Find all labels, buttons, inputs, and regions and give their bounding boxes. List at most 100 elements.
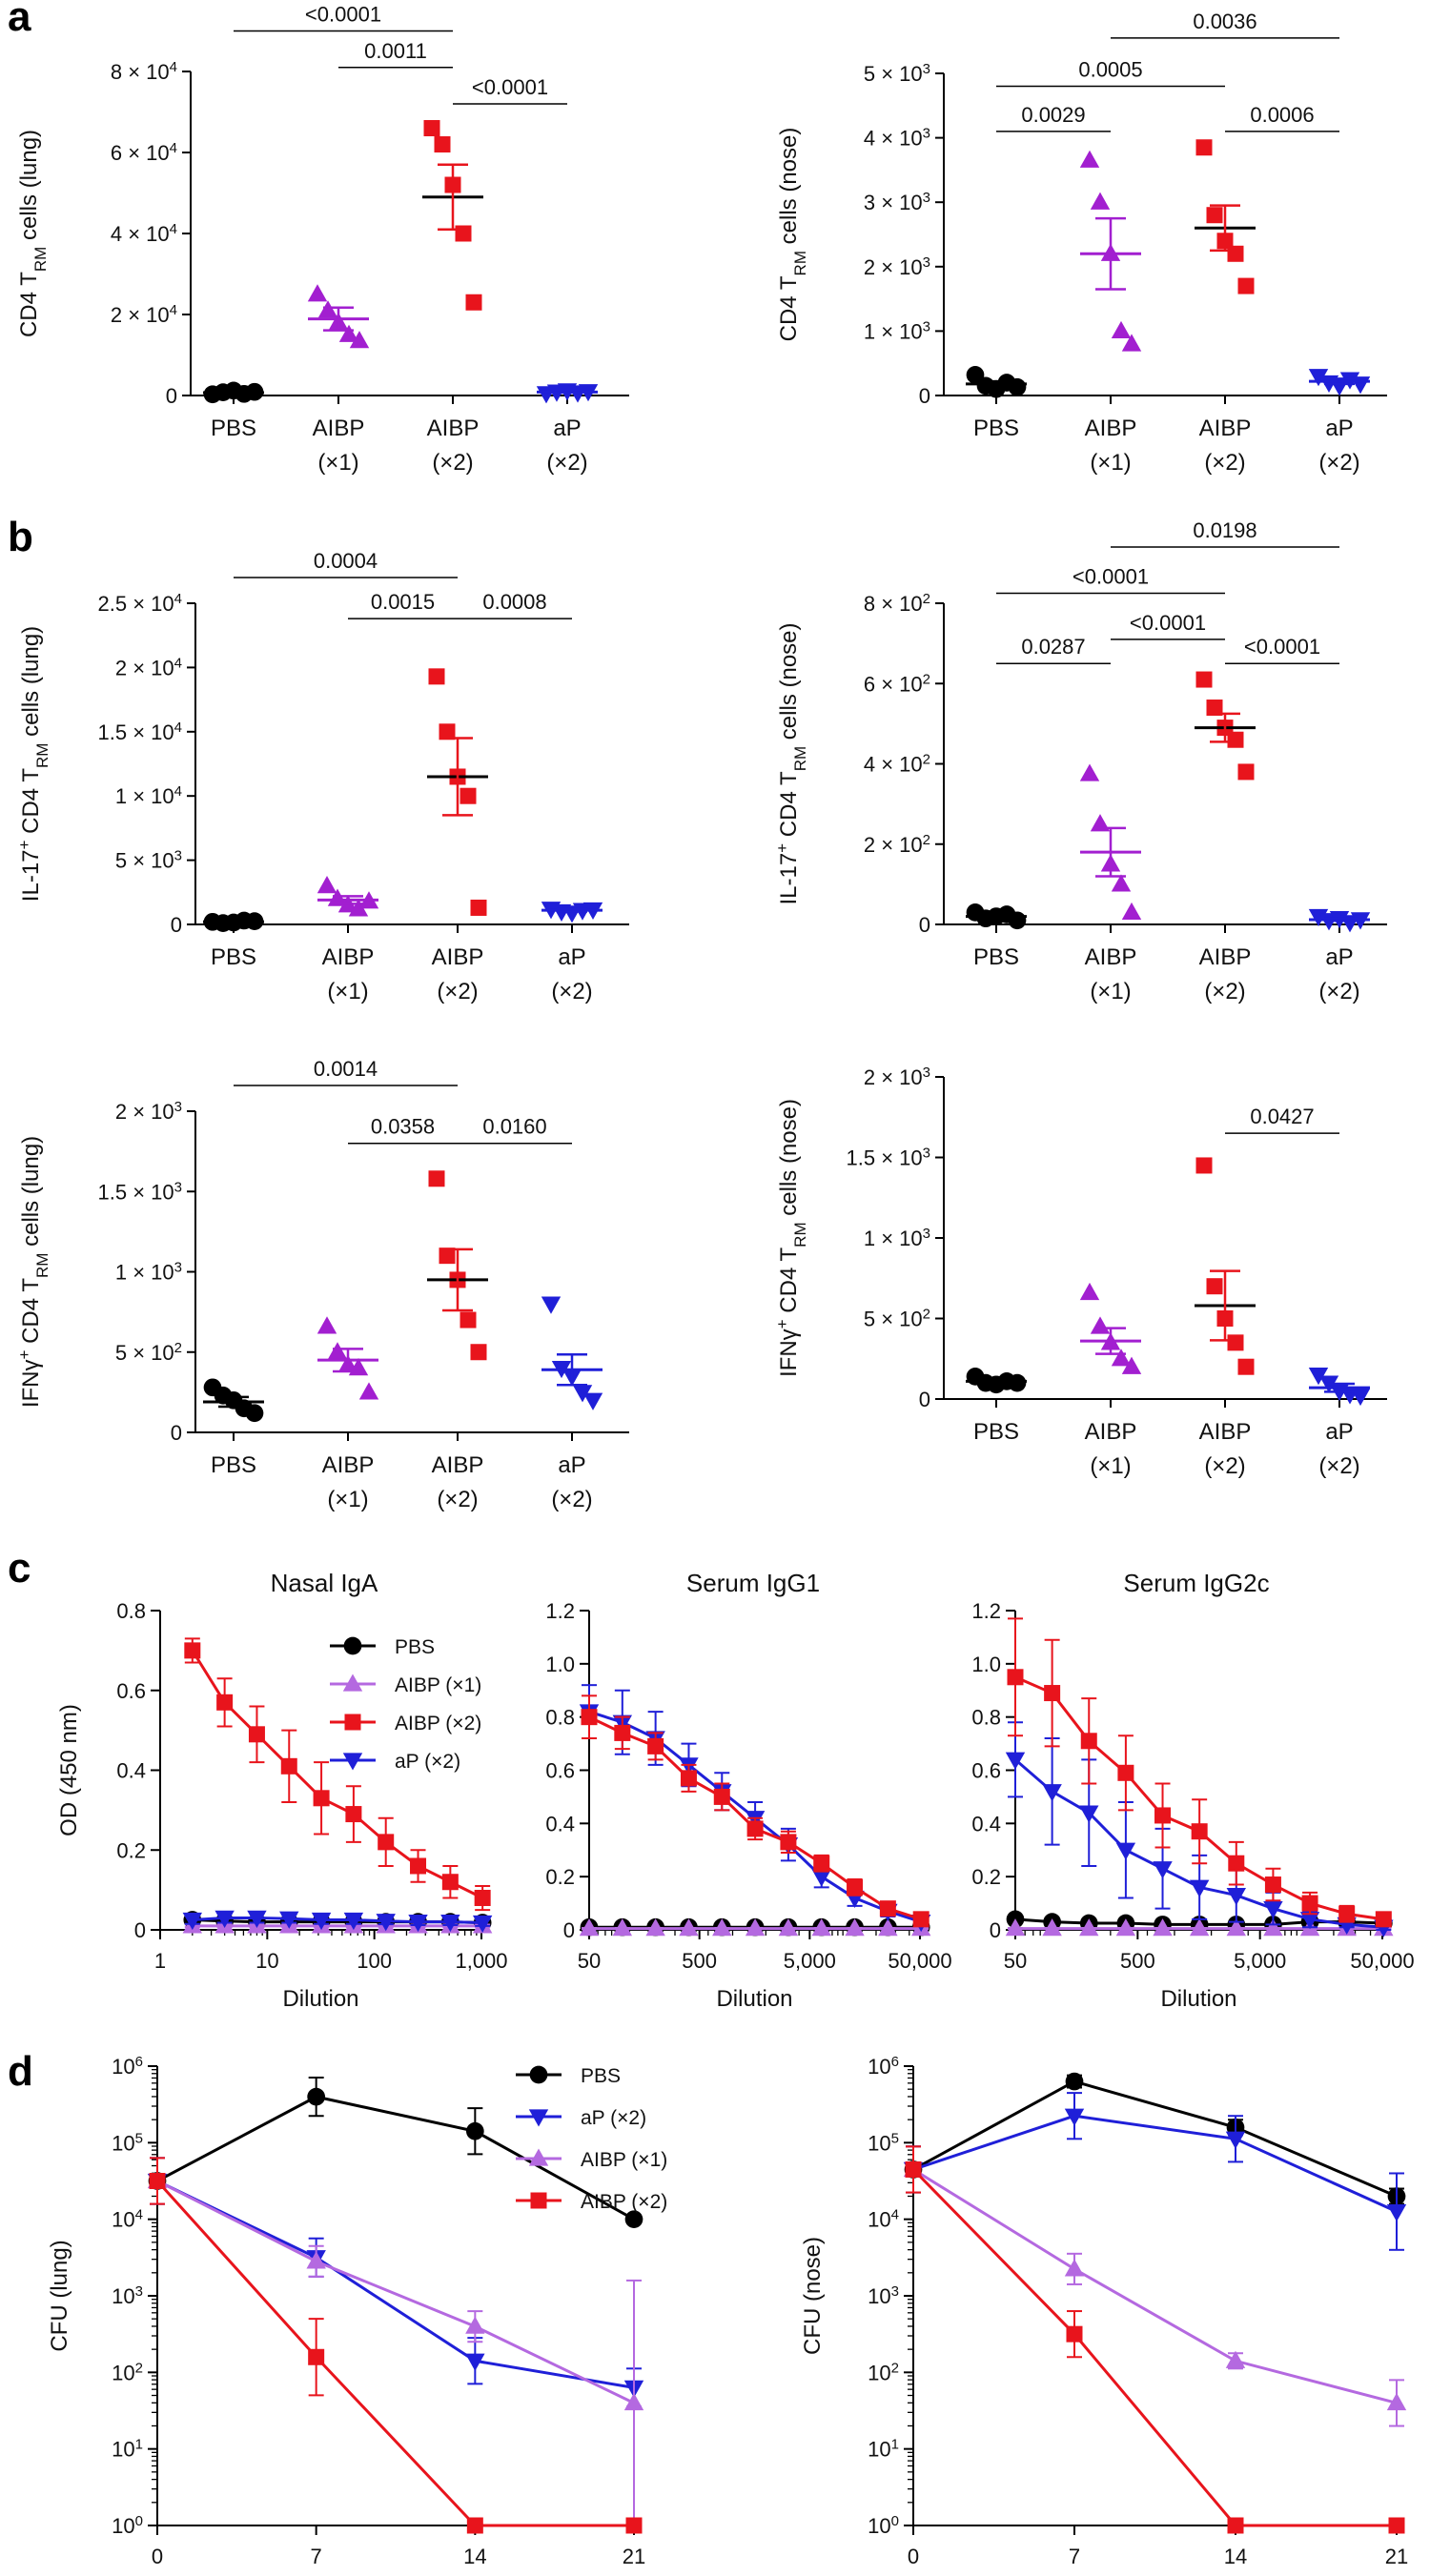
x-tick-label: AIBP xyxy=(1199,1419,1252,1445)
data-point xyxy=(434,136,451,152)
y-tick-label: 0.6 xyxy=(545,1759,575,1783)
data-point xyxy=(313,1790,330,1807)
x-tick-label: 14 xyxy=(1224,2545,1247,2568)
legend-label: PBS xyxy=(395,1636,435,1658)
x-tick-label: (×2) xyxy=(1318,450,1359,476)
y-axis-label: IL-17+ CD4 TRM cells (nose) xyxy=(773,622,809,904)
data-point xyxy=(338,324,359,342)
y-tick-label: 2 × 103 xyxy=(864,254,930,279)
y-tick-label: 1.0 xyxy=(545,1653,575,1676)
y-tick-label: 104 xyxy=(868,2206,899,2232)
y-tick-label: 8 × 104 xyxy=(111,59,177,85)
y-tick-label: 102 xyxy=(112,2360,143,2385)
y-tick-label: 3 × 103 xyxy=(864,190,930,215)
series-line xyxy=(156,2180,635,2389)
data-point xyxy=(847,1878,864,1896)
chart-d-nose: 071421100101102103104105106Time post-cha… xyxy=(800,2054,1408,2569)
p-value-label: 0.0160 xyxy=(482,1115,546,1139)
data-point xyxy=(1225,2350,1246,2368)
p-value-label: 0.0004 xyxy=(314,549,378,573)
y-axis-label: OD (450 nm) xyxy=(56,1704,82,1836)
data-point xyxy=(441,1874,459,1891)
x-tick-label: PBS xyxy=(211,944,256,970)
y-tick-label: 1 × 103 xyxy=(864,318,930,344)
data-point xyxy=(280,1757,297,1775)
y-tick-label: 103 xyxy=(868,2283,899,2309)
data-point xyxy=(1064,2259,1085,2277)
y-tick-label: 0 xyxy=(919,1388,930,1411)
data-point xyxy=(1227,2517,1244,2534)
y-tick-label: 1 × 103 xyxy=(115,1259,182,1285)
chart-a-nose: 0 1 × 103 2 × 103 3 × 103 4 × 103 5 × 103 CD4 … xyxy=(776,10,1387,476)
x-tick-label: aP xyxy=(558,1452,585,1478)
x-tick-label: 21 xyxy=(623,2545,645,2568)
x-tick-label: AIBP xyxy=(1199,944,1252,970)
x-tick-label: (×1) xyxy=(327,1487,368,1512)
x-tick-label: (×2) xyxy=(1204,979,1245,1004)
data-point xyxy=(1080,1733,1097,1750)
y-tick-label: 1.5 × 103 xyxy=(98,1179,182,1205)
y-tick-label: 0.8 xyxy=(971,1706,1001,1730)
chart-d-lung: 071421100101102103104105106Time post-cha… xyxy=(47,2054,667,2569)
data-point xyxy=(879,1900,896,1917)
legend-label: AIBP (×2) xyxy=(395,1713,481,1734)
x-tick-label: 50 xyxy=(1004,1949,1027,1973)
y-tick-label: 102 xyxy=(868,2360,899,2385)
y-tick-label: 1.2 xyxy=(545,1599,575,1623)
panel-label-d: d xyxy=(8,2048,33,2095)
data-point xyxy=(1121,1356,1142,1374)
x-tick-label: AIBP xyxy=(1199,416,1252,441)
chart-b-lung-ifng: 0 5 × 102 1 × 103 1.5 × 103 2 × 103 IFNγ+ CD4… xyxy=(15,1057,629,1512)
data-point xyxy=(1225,2131,1246,2149)
data-point xyxy=(343,1912,364,1931)
y-tick-label: 4 × 102 xyxy=(864,751,930,777)
y-tick-label: 0 xyxy=(171,1421,182,1445)
legend-marker xyxy=(528,2148,549,2166)
data-point xyxy=(428,1170,445,1187)
data-point xyxy=(1191,1823,1208,1840)
chart-title: Serum IgG2c xyxy=(1123,1569,1269,1597)
data-point xyxy=(472,1915,493,1934)
data-point xyxy=(1195,1157,1213,1174)
data-point xyxy=(423,120,440,136)
y-axis-label: CFU (nose) xyxy=(800,2237,826,2355)
data-point xyxy=(647,1737,664,1755)
legend-marker xyxy=(344,1714,361,1731)
data-point xyxy=(149,2173,166,2189)
x-tick-label: PBS xyxy=(973,944,1019,970)
data-point xyxy=(1263,1901,1283,1919)
x-tick-label: (×1) xyxy=(327,979,368,1004)
chart-b-nose-ifng: 0 5 × 102 1 × 103 1.5 × 103 2 × 103 IFNγ+ CD4… xyxy=(773,1065,1387,1479)
x-tick-label: aP xyxy=(553,416,581,441)
data-point xyxy=(1153,1861,1173,1879)
y-tick-label: 0.2 xyxy=(116,1838,146,1862)
data-point xyxy=(1237,1358,1255,1375)
y-tick-label: 0.2 xyxy=(971,1865,1001,1889)
data-point xyxy=(470,1344,487,1361)
data-point xyxy=(378,1834,395,1851)
legend-marker xyxy=(530,2192,547,2209)
data-point xyxy=(349,331,370,349)
p-value-label: <0.0001 xyxy=(472,75,548,99)
data-point xyxy=(811,1918,831,1937)
x-tick-label: 5,000 xyxy=(784,1949,836,1973)
data-point xyxy=(348,899,369,917)
x-axis-label: Dilution xyxy=(1160,1986,1236,2012)
data-point xyxy=(1079,1918,1099,1937)
data-point xyxy=(624,2210,644,2229)
x-tick-label: PBS xyxy=(211,416,256,441)
x-tick-label: 500 xyxy=(1120,1949,1155,1973)
y-tick-label: 106 xyxy=(868,2054,899,2079)
chart-c-nasal-iga: 1 10 100 1,000 0 0.2 0.4 0.6 0.8 Dilution OD (450 … xyxy=(56,1569,508,2012)
y-axis-label: IL-17+ CD4 TRM cells (lung) xyxy=(15,626,51,902)
x-tick-label: (×1) xyxy=(317,450,358,476)
legend-label: AIBP (×1) xyxy=(395,1674,481,1696)
data-point xyxy=(1079,763,1100,781)
data-point xyxy=(440,1914,460,1933)
y-tick-label: 106 xyxy=(112,2054,143,2079)
y-axis-label: IFNγ+ CD4 TRM cells (nose) xyxy=(773,1099,809,1377)
data-point xyxy=(1115,1918,1136,1937)
x-tick-label: 1,000 xyxy=(455,1949,507,1973)
data-point xyxy=(307,2087,326,2106)
